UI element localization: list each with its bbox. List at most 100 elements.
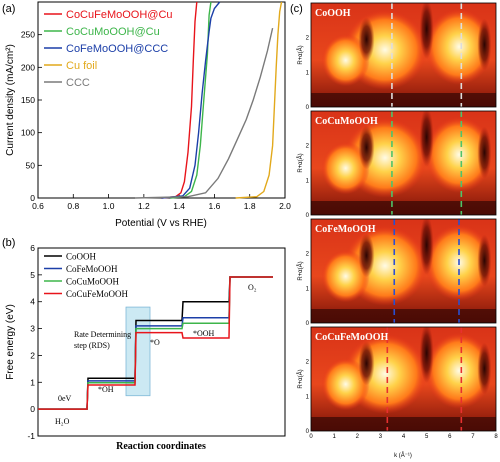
step-label-h2o: H₂O bbox=[55, 417, 70, 426]
fe-y-tick-label: 0 bbox=[30, 404, 35, 414]
lsv-x-tick-label: 0.8 bbox=[67, 201, 79, 211]
wt-dark-region bbox=[358, 233, 375, 278]
lsv-legend-label: CoCuFeMoOOH@Cu bbox=[66, 9, 173, 21]
lsv-y-tick-label: 0 bbox=[30, 193, 35, 203]
wt-y-axis-label: R+α(Å) bbox=[297, 261, 304, 280]
wt-panel: CoOOH 0 1 2R+α(Å) bbox=[297, 2, 497, 111]
wt-dark-region bbox=[358, 341, 375, 386]
wt-frame bbox=[310, 110, 497, 216]
wavelet-transform-heatmaps: CoOOH012R+α(Å)CoCuMoOOH012R+α(Å)CoFeMoOO… bbox=[297, 2, 498, 459]
wt-y-tick-label: 2 bbox=[306, 360, 310, 366]
fe-legend-label: CoOOH bbox=[66, 252, 97, 262]
wt-y-tick-label: 0 bbox=[306, 429, 310, 435]
step-label-ooh: *OOH bbox=[193, 329, 215, 338]
fe-series-line bbox=[38, 276, 273, 410]
wt-y-tick-label: 0 bbox=[306, 213, 310, 219]
wt-intensity-lobe bbox=[321, 358, 370, 411]
fe-y-tick-label: 5 bbox=[30, 270, 35, 280]
wt-dark-region bbox=[477, 18, 492, 71]
wt-dark-base bbox=[311, 417, 496, 431]
wt-intensity-lobe bbox=[425, 116, 493, 193]
lsv-legend-label: Cu foil bbox=[66, 60, 97, 72]
lsv-series-line bbox=[134, 27, 274, 199]
wt-dark-region bbox=[419, 3, 434, 59]
rds-annotation-line1: Rate Determining bbox=[74, 330, 131, 339]
wt-sample-name: CoCuFeMoOOH bbox=[315, 332, 389, 343]
lsv-x-tick-label: 1.4 bbox=[173, 201, 185, 211]
wt-x-tick-label: 2 bbox=[356, 434, 360, 440]
lsv-y-axis-label: Current density (mA/cm²) bbox=[5, 44, 16, 156]
wt-y-tick-label: 2 bbox=[306, 36, 310, 42]
wt-frame bbox=[310, 2, 497, 108]
wt-x-tick-label: 7 bbox=[471, 434, 475, 440]
fe-y-axis-label: Free energy (eV) bbox=[5, 304, 16, 380]
fe-legend-label: CoCuMoOOH bbox=[66, 277, 120, 287]
wt-y-tick-label: 1 bbox=[306, 394, 310, 400]
lsv-series-line bbox=[170, 1, 212, 199]
wt-intensity-lobe bbox=[425, 8, 493, 85]
wt-dark-region bbox=[358, 17, 375, 62]
zero-ev-annotation: 0eV bbox=[58, 394, 72, 403]
wt-x-tick-label: 1 bbox=[332, 434, 336, 440]
wt-y-tick-label: 2 bbox=[306, 144, 310, 150]
free-energy-chart: -1 0 1 2 3 4 5 6 CoOOH CoFeMoOOH CoCuMoOOH CoCuFeM… bbox=[5, 243, 286, 452]
wt-y-tick-label: 1 bbox=[306, 70, 310, 76]
wt-intensity-lobe bbox=[321, 142, 370, 195]
wt-sample-name: CoCuMoOOH bbox=[315, 116, 378, 127]
wt-y-tick-label: 2 bbox=[306, 252, 310, 258]
lsv-x-tick-label: 1.2 bbox=[138, 201, 150, 211]
wt-dark-region bbox=[419, 327, 434, 383]
lsv-y-tick-label: 150 bbox=[21, 95, 35, 105]
lsv-x-tick-label: 2.0 bbox=[279, 201, 291, 211]
lsv-x-axis-label: Potential (V vs RHE) bbox=[115, 218, 207, 229]
lsv-x-tick-label: 0.6 bbox=[32, 201, 44, 211]
lsv-x-tick-label: 1.0 bbox=[103, 201, 115, 211]
fe-y-tick-label: -1 bbox=[27, 431, 35, 441]
wt-frame bbox=[310, 326, 497, 432]
step-label-oh: *OH bbox=[98, 385, 114, 394]
wt-intensity-lobe bbox=[321, 34, 370, 87]
fe-legend-label: CoFeMoOOH bbox=[66, 264, 118, 274]
lsv-chart: 0.6 0.8 1.0 1.2 1.4 1.6 1.8 2.0 0 50 100 150 200 250… bbox=[5, 1, 291, 229]
lsv-y-tick-label: 250 bbox=[21, 30, 35, 40]
fe-y-tick-label: 6 bbox=[30, 243, 35, 253]
lsv-series-line bbox=[235, 1, 283, 199]
wt-panel: CoCuFeMoOOH 0 1 2R+α(Å) bbox=[297, 326, 497, 435]
wt-x-axis-label: k (Å⁻¹) bbox=[394, 452, 412, 459]
lsv-series-line bbox=[161, 1, 198, 199]
lsv-x-tick-label: 1.6 bbox=[209, 201, 221, 211]
panel-label-c: (c) bbox=[290, 3, 303, 15]
fe-plot-frame bbox=[37, 247, 286, 437]
wt-dark-base bbox=[311, 93, 496, 107]
wt-y-tick-label: 1 bbox=[306, 286, 310, 292]
lsv-legend-label: CoCuMoOOH@Cu bbox=[66, 26, 160, 38]
fe-y-tick-label: 2 bbox=[30, 350, 35, 360]
wt-dark-base bbox=[311, 201, 496, 215]
lsv-y-tick-label: 50 bbox=[26, 160, 36, 170]
panel-label-a: (a) bbox=[2, 3, 15, 15]
wt-y-tick-label: 0 bbox=[306, 321, 310, 327]
wt-panel: CoFeMoOOH 0 1 2R+α(Å) bbox=[297, 218, 497, 327]
wt-panel: CoCuMoOOH 0 1 2R+α(Å) bbox=[297, 110, 497, 219]
fe-legend-label: CoCuFeMoOOH bbox=[66, 289, 129, 299]
wt-dark-region bbox=[419, 219, 434, 275]
step-label-o: *O bbox=[150, 338, 160, 347]
wt-x-tick-label: 3 bbox=[379, 434, 383, 440]
wt-x-tick-label: 5 bbox=[425, 434, 429, 440]
wt-dark-region bbox=[419, 111, 434, 167]
lsv-legend-label: CoFeMoOOH@CCC bbox=[66, 43, 168, 55]
wt-y-axis-label: R+α(Å) bbox=[297, 153, 304, 172]
wt-frame bbox=[310, 218, 497, 324]
fe-y-tick-label: 3 bbox=[30, 324, 35, 334]
wt-y-axis-label: R+α(Å) bbox=[297, 369, 304, 388]
wt-x-tick-label: 8 bbox=[494, 434, 498, 440]
wt-x-tick-label: 6 bbox=[448, 434, 452, 440]
wt-dark-region bbox=[477, 126, 492, 179]
wt-sample-name: CoFeMoOOH bbox=[315, 224, 376, 235]
wt-dark-region bbox=[477, 342, 492, 395]
lsv-x-tick-label: 1.8 bbox=[244, 201, 256, 211]
wt-y-axis-label: R+α(Å) bbox=[297, 45, 304, 64]
fe-x-axis-label: Reaction coordinates bbox=[116, 441, 206, 452]
wt-x-tick-label: 0 bbox=[309, 434, 313, 440]
